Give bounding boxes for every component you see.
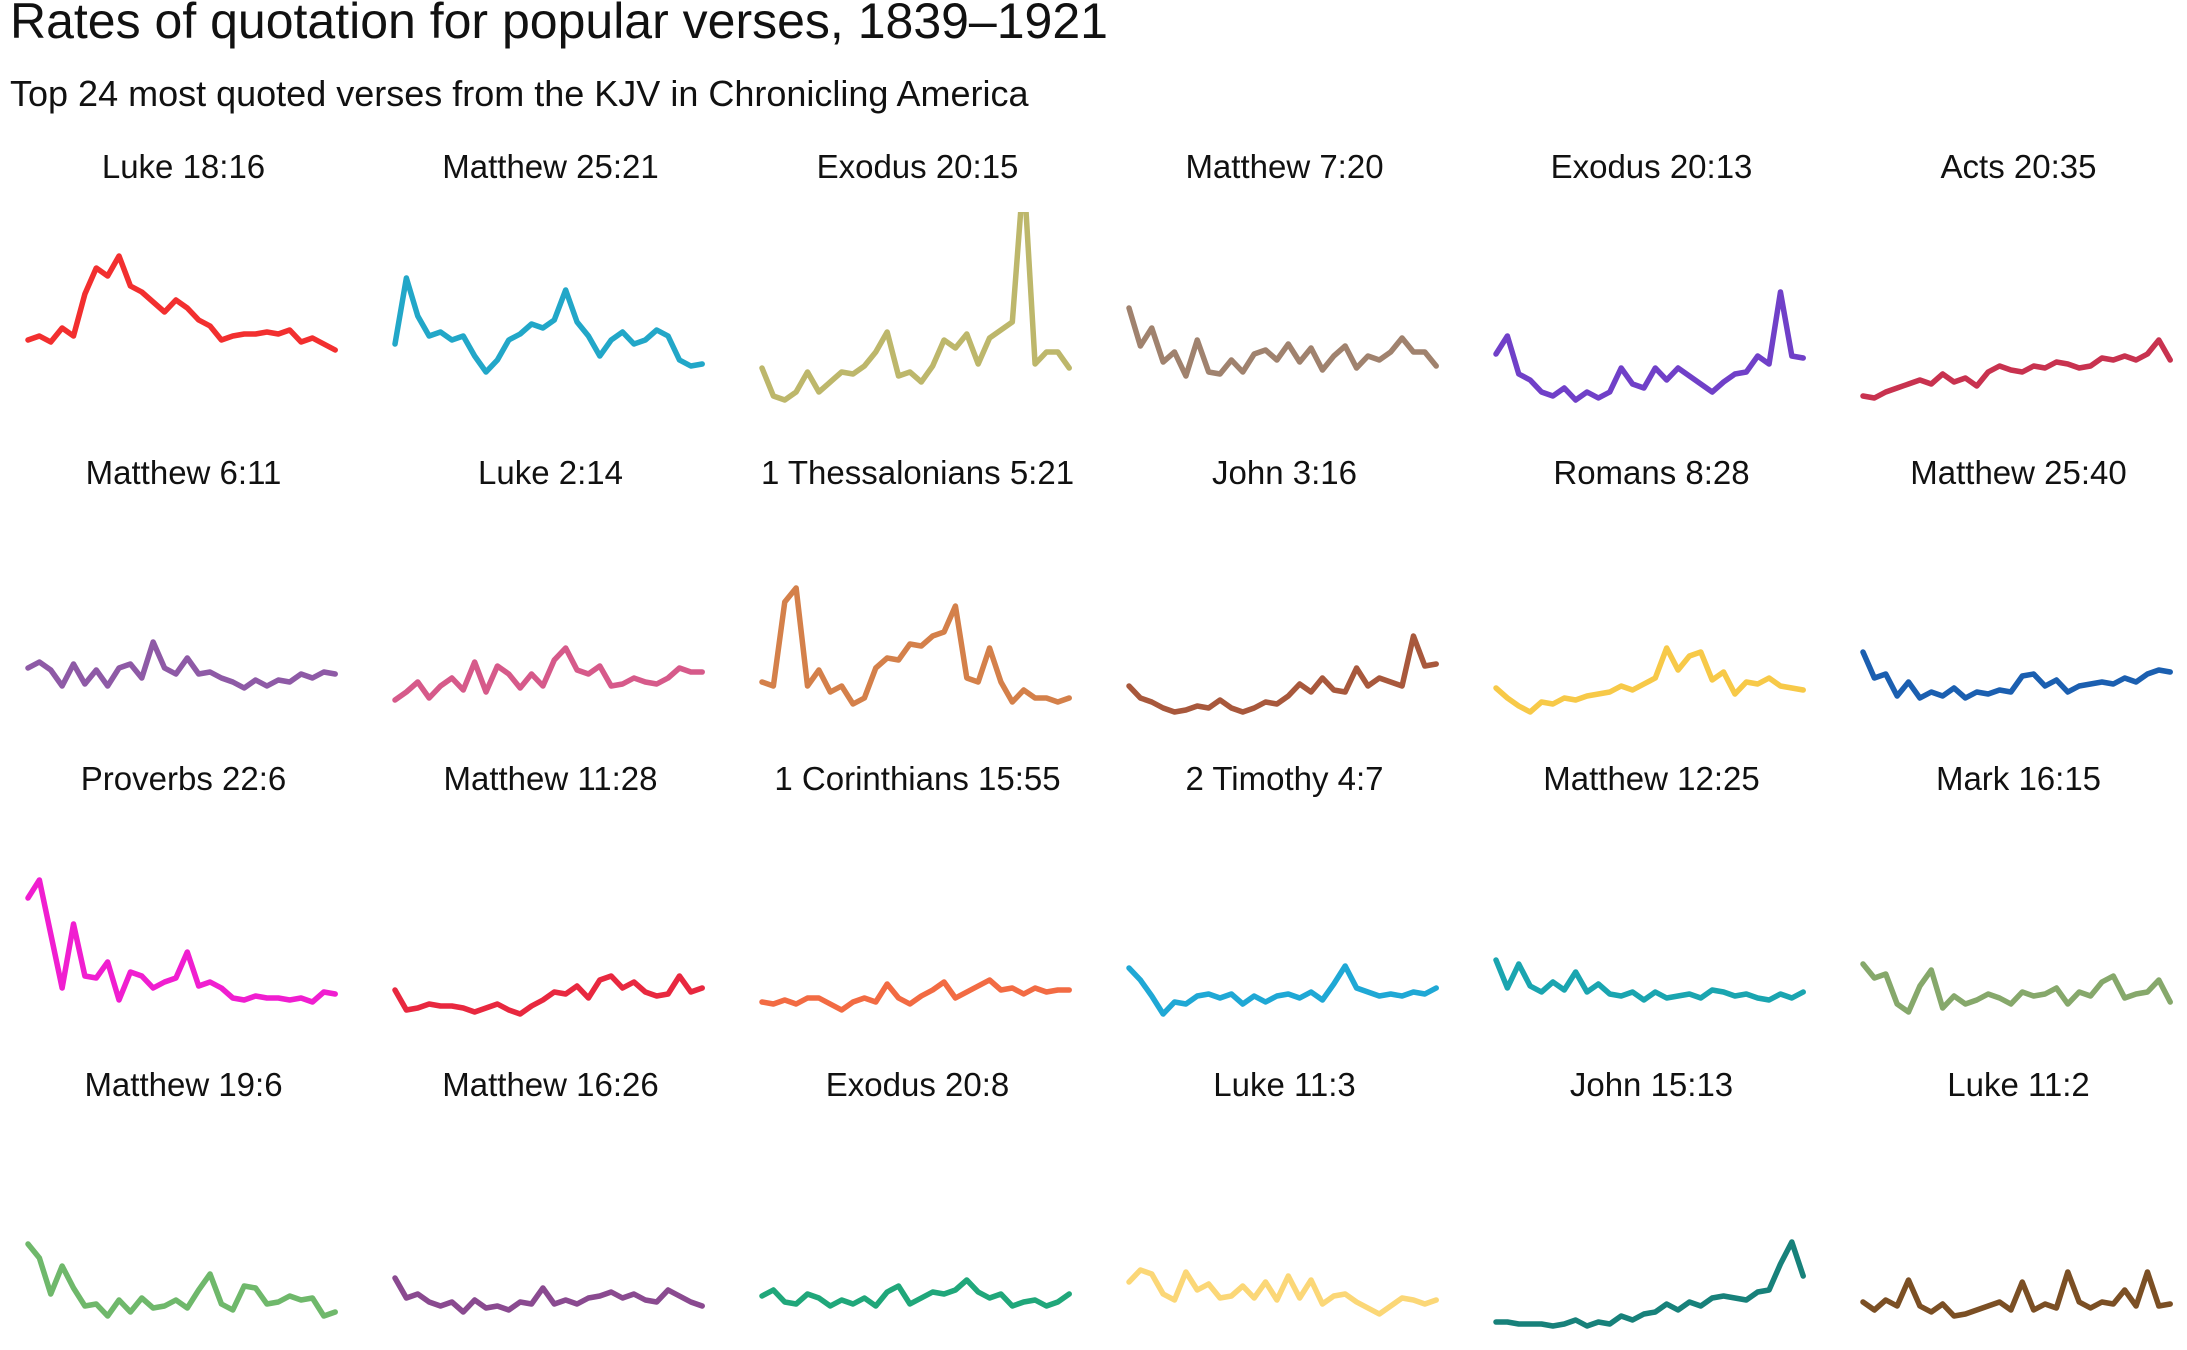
panel-title: Luke 18:16 <box>102 148 265 185</box>
series-line <box>392 1275 705 1315</box>
panel-title: Exodus 20:13 <box>1551 148 1753 185</box>
series-line <box>1860 649 2173 701</box>
series-line <box>25 1241 338 1319</box>
panel-title: Romans 8:28 <box>1553 454 1749 491</box>
panel-title: Matthew 12:25 <box>1543 760 1759 797</box>
series-line <box>392 275 705 375</box>
series-line <box>25 877 338 1005</box>
series-line <box>1860 961 2173 1015</box>
series-line <box>392 973 705 1017</box>
panel-title: Mark 16:15 <box>1936 760 2101 797</box>
panel-title: John 3:16 <box>1212 454 1357 491</box>
panel-title: John 15:13 <box>1570 1066 1733 1103</box>
panel-title: Exodus 20:15 <box>817 148 1019 185</box>
panel-title: 2 Timothy 4:7 <box>1185 760 1383 797</box>
series-line <box>759 585 1072 707</box>
panel-title: Matthew 25:21 <box>442 148 658 185</box>
panel-title: Proverbs 22:6 <box>81 760 286 797</box>
series-line <box>1493 289 1806 403</box>
series-line <box>759 1277 1072 1309</box>
series-line <box>1126 633 1439 715</box>
panel-title: Luke 11:2 <box>1947 1066 2090 1103</box>
panel-title: Matthew 6:11 <box>86 454 282 491</box>
panel-title: 1 Corinthians 15:55 <box>774 760 1060 797</box>
panel-title: Matthew 25:40 <box>1910 454 2126 491</box>
panel-title: Matthew 16:26 <box>442 1066 658 1103</box>
panel-title: Luke 2:14 <box>478 454 623 491</box>
chart-title: Rates of quotation for popular verses, 1… <box>10 0 1108 49</box>
series-line <box>1493 957 1806 1003</box>
series-line <box>759 212 1072 403</box>
panel-title: Matthew 11:28 <box>443 760 657 797</box>
series-line <box>392 645 705 703</box>
series-line <box>1126 963 1439 1017</box>
series-line <box>1493 1239 1806 1329</box>
series-line <box>1126 305 1439 379</box>
panel-title: Matthew 7:20 <box>1185 148 1383 185</box>
series-line <box>759 977 1072 1013</box>
series-line <box>1493 645 1806 715</box>
series-line <box>25 253 338 353</box>
panel-title: 1 Thessalonians 5:21 <box>761 454 1074 491</box>
chart-subtitle: Top 24 most quoted verses from the KJV i… <box>10 73 1029 114</box>
panel-title: Luke 11:3 <box>1213 1066 1356 1103</box>
panel-title: Exodus 20:8 <box>826 1066 1009 1103</box>
panel-title: Matthew 19:6 <box>84 1066 282 1103</box>
series-line <box>1860 1269 2173 1319</box>
series-line <box>25 639 338 691</box>
series-line <box>1126 1267 1439 1317</box>
series-line <box>1860 337 2173 401</box>
panel-title: Acts 20:35 <box>1941 148 2097 185</box>
